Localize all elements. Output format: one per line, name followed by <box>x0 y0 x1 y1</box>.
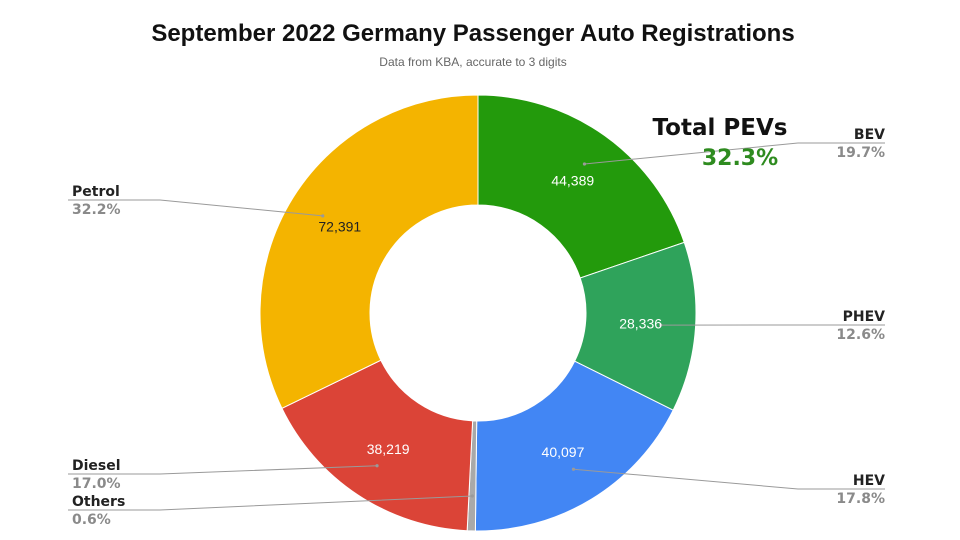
leader-dot-bev <box>582 162 587 166</box>
legend-name-phev: PHEV <box>843 309 886 325</box>
value-label-phev: 28,336 <box>619 316 662 332</box>
value-label-diesel: 38,219 <box>367 441 410 457</box>
legend-name-diesel: Diesel <box>72 458 121 474</box>
chart-subtitle: Data from KBA, accurate to 3 digits <box>379 55 567 69</box>
value-label-hev: 40,097 <box>542 444 585 460</box>
legend-percent-petrol: 32.2% <box>72 202 121 218</box>
legend-name-others: Others <box>72 494 125 510</box>
leader-line-others <box>68 495 473 511</box>
value-label-bev: 44,389 <box>551 172 594 188</box>
chart-title: September 2022 Germany Passenger Auto Re… <box>151 20 795 47</box>
slice-bev <box>477 94 685 279</box>
slice-petrol <box>259 94 479 410</box>
leader-dot-petrol <box>321 214 325 218</box>
leader-line-petrol <box>68 199 323 217</box>
slice-hev <box>474 360 674 532</box>
legend-percent-bev: 19.7% <box>836 145 885 161</box>
value-label-petrol: 72,391 <box>318 219 361 235</box>
leader-dot-others <box>470 494 474 498</box>
slice-diesel <box>281 359 474 532</box>
leader-dot-diesel <box>375 464 379 468</box>
slice-phev <box>574 241 697 411</box>
leader-line-hev <box>573 468 885 490</box>
legend-percent-others: 0.6% <box>72 512 111 528</box>
legend-percent-diesel: 17.0% <box>72 476 121 492</box>
leader-line-diesel <box>68 465 378 475</box>
leader-line-bev <box>584 142 885 165</box>
legend-name-petrol: Petrol <box>72 184 120 200</box>
leader-dot-phev <box>659 323 663 327</box>
legend-percent-phev: 12.6% <box>836 327 885 343</box>
leader-dot-hev <box>571 467 576 471</box>
total-pevs-label: Total PEVs <box>652 115 788 141</box>
legend-name-hev: HEV <box>853 473 885 489</box>
legend-name-bev: BEV <box>854 127 885 143</box>
legend-percent-hev: 17.8% <box>836 491 885 507</box>
total-pevs-value: 32.3% <box>701 146 779 171</box>
